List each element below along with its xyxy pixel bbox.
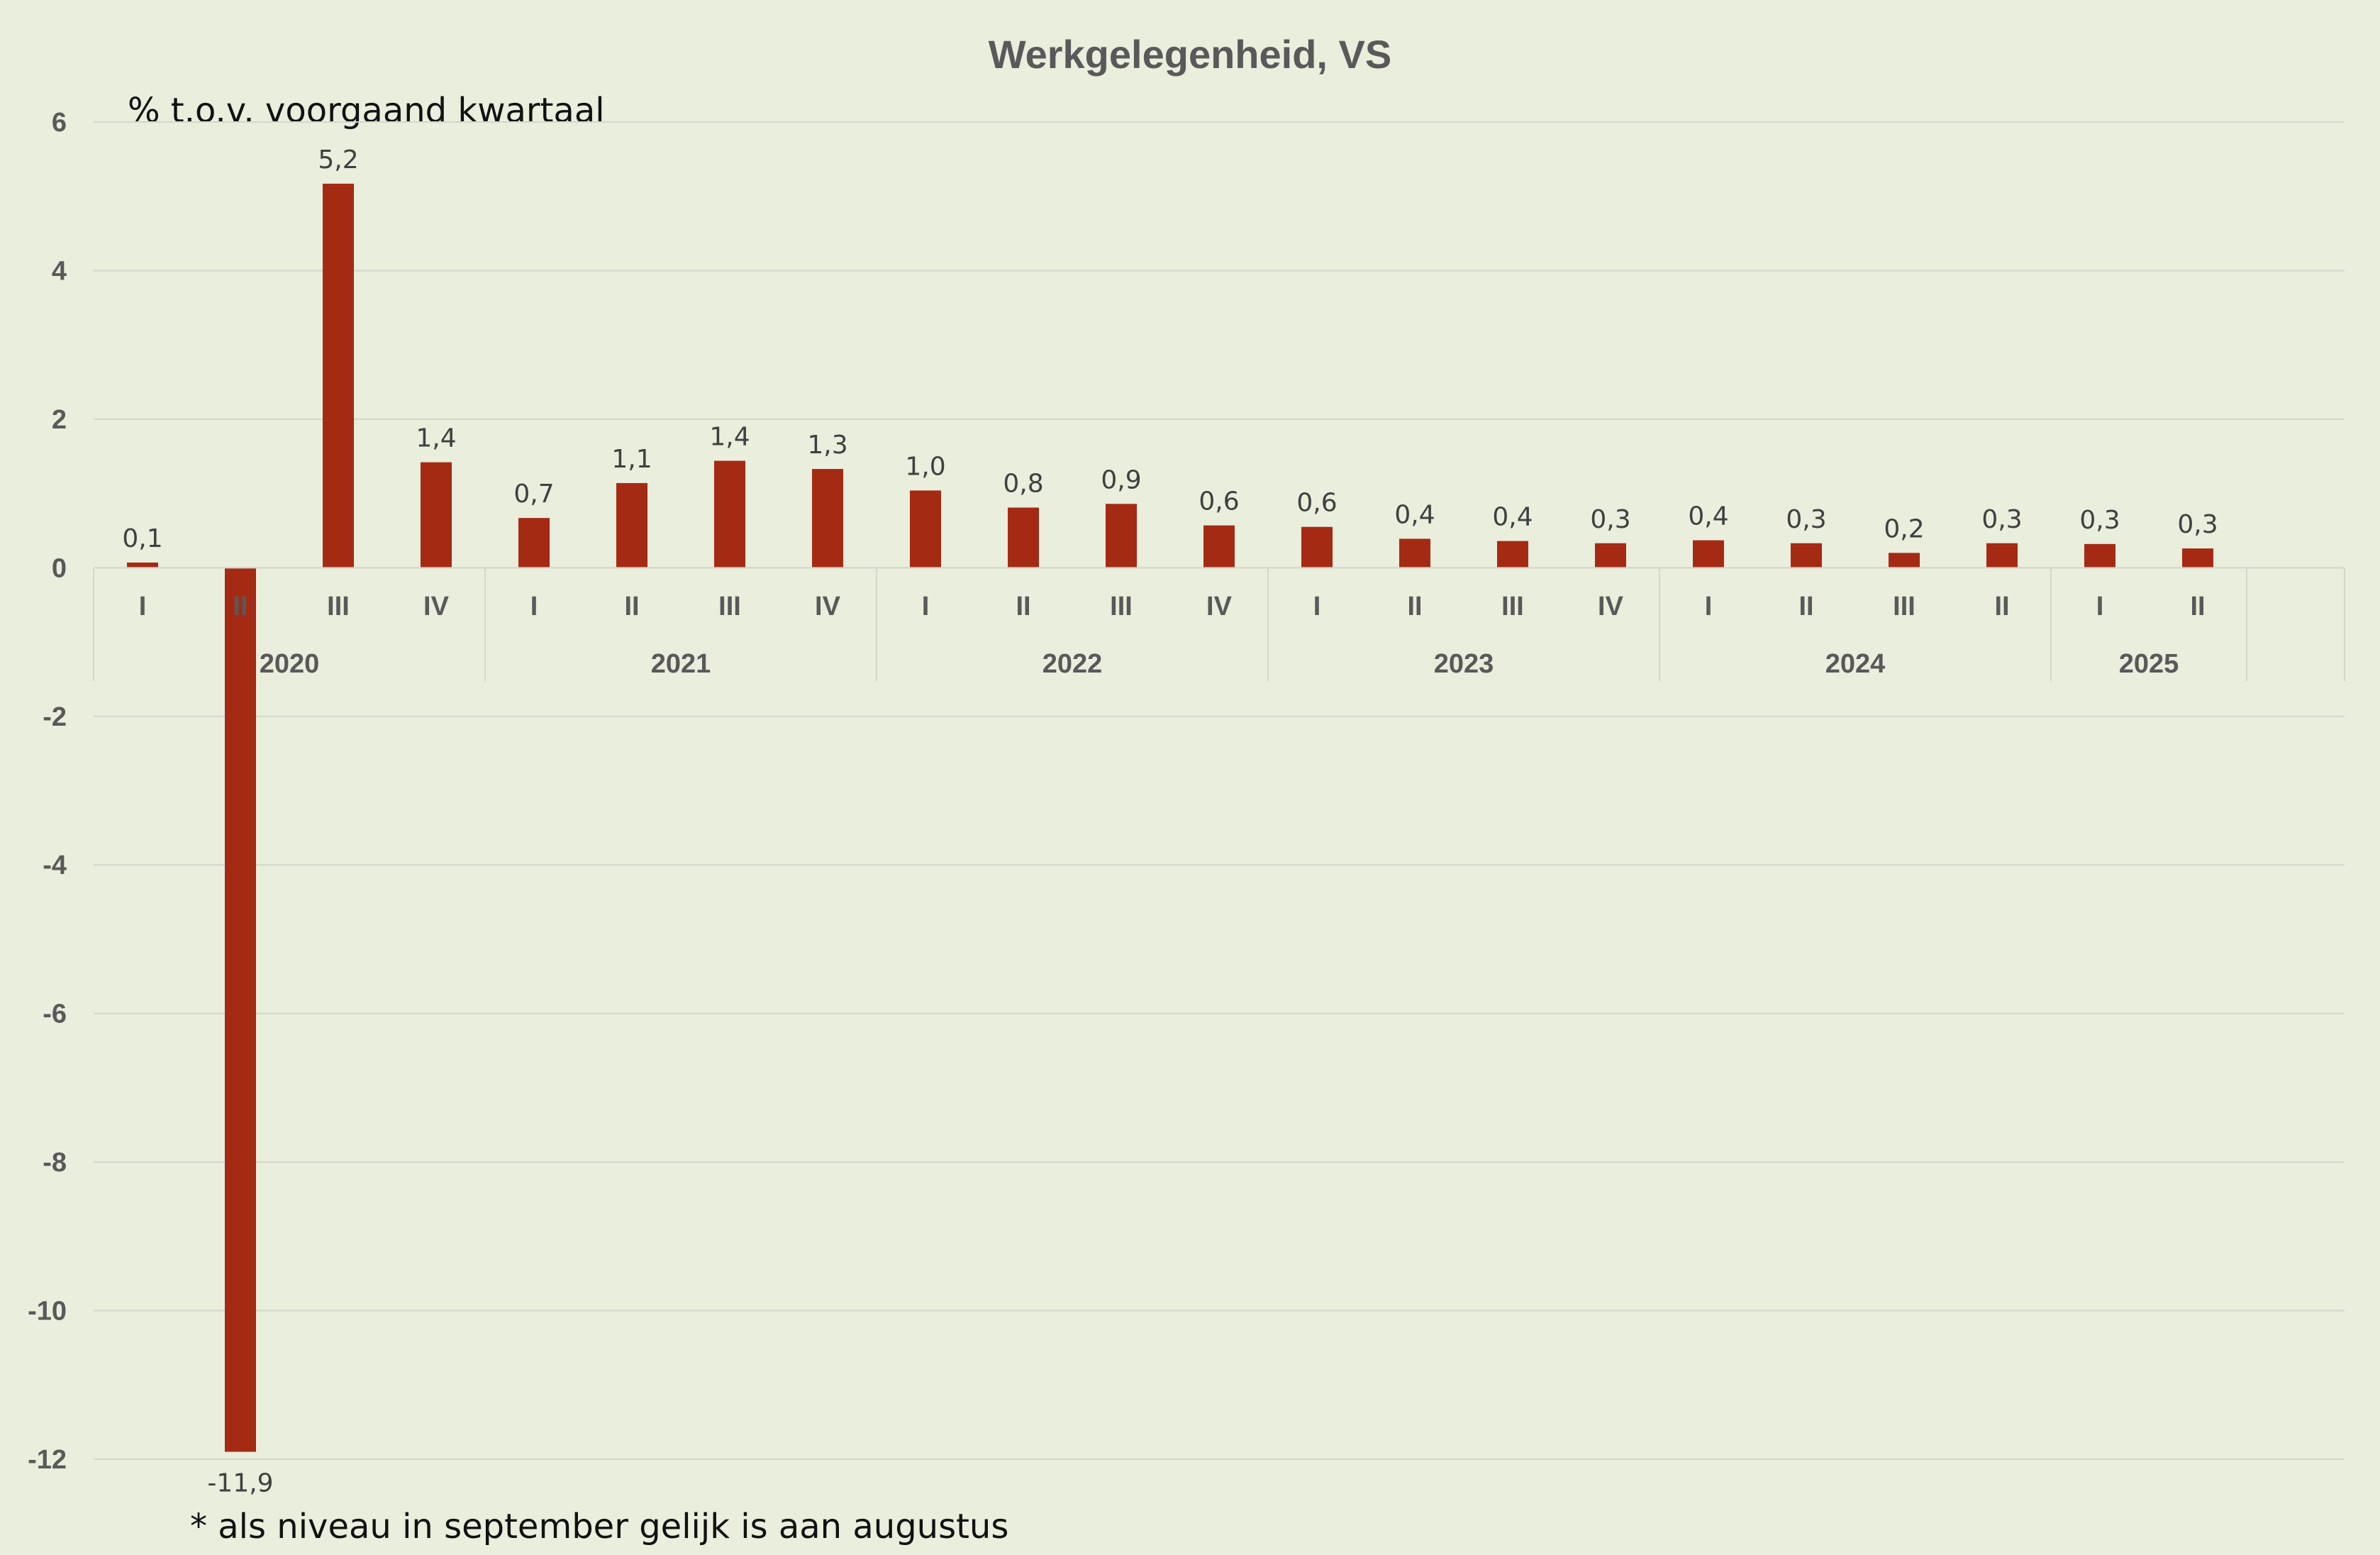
bar bbox=[1889, 553, 1920, 568]
quarter-label: IV bbox=[423, 592, 450, 621]
y-tick-label: 6 bbox=[52, 108, 67, 138]
bar bbox=[323, 183, 354, 568]
year-label: 2023 bbox=[1434, 649, 1494, 679]
y-tick-label: 4 bbox=[52, 256, 67, 286]
quarter-label: III bbox=[1501, 592, 1524, 621]
y-tick-label: -4 bbox=[43, 851, 67, 880]
data-label: 0,6 bbox=[1199, 487, 1239, 516]
quarter-label: II bbox=[1798, 592, 1813, 621]
data-label: 0,4 bbox=[1492, 503, 1533, 532]
bar bbox=[1497, 541, 1528, 568]
chart-title: Werkgelegenheid, VS bbox=[989, 32, 1391, 77]
quarter-label: IV bbox=[1206, 592, 1233, 621]
data-label: 1,4 bbox=[709, 423, 750, 452]
data-label: 0,3 bbox=[2177, 510, 2218, 539]
bar bbox=[1106, 504, 1137, 568]
y-tick-label: 2 bbox=[52, 405, 67, 435]
gridlines bbox=[94, 121, 2345, 1460]
quarter-label: II bbox=[1407, 592, 1422, 621]
data-label: 0,3 bbox=[1981, 505, 2022, 534]
data-label: 1,0 bbox=[905, 452, 945, 481]
y-tick-label: -8 bbox=[43, 1148, 67, 1178]
bar bbox=[2182, 548, 2213, 568]
data-labels: 0,1 -11,9 5,2 1,4 0,7 1,1 1,4 1,3 1,0 0,8 0,9 0,6 0,… bbox=[122, 145, 2218, 1498]
bars bbox=[127, 183, 2213, 1452]
quarter-label: III bbox=[1893, 592, 1915, 621]
quarter-label: I bbox=[922, 592, 930, 621]
quarter-label: II bbox=[2190, 592, 2205, 621]
bar bbox=[812, 469, 843, 568]
year-label: 2022 bbox=[1042, 649, 1103, 679]
data-label: 0,3 bbox=[1590, 505, 1630, 534]
quarter-label: IV bbox=[1598, 592, 1624, 621]
data-label: 0,3 bbox=[1786, 505, 1826, 534]
data-label: 1,3 bbox=[807, 431, 847, 460]
quarter-label: II bbox=[1994, 592, 2009, 621]
y-tick-label: -12 bbox=[28, 1445, 67, 1475]
data-label: 1,4 bbox=[416, 424, 456, 453]
bar bbox=[1203, 525, 1235, 568]
quarter-label: III bbox=[1110, 592, 1133, 621]
bar bbox=[1301, 526, 1333, 568]
bar bbox=[518, 518, 550, 568]
quarter-label: III bbox=[327, 592, 350, 621]
bar bbox=[1595, 543, 1626, 568]
data-label: 0,3 bbox=[2079, 506, 2120, 535]
quarter-label: I bbox=[139, 592, 147, 621]
chart-subtitle: % t.o.v. voorgaand kwartaal bbox=[128, 91, 605, 131]
bar bbox=[616, 482, 647, 568]
quarter-label: III bbox=[718, 592, 741, 621]
quarter-label: II bbox=[233, 592, 248, 621]
data-label: 0,2 bbox=[1884, 514, 1924, 543]
quarter-label: I bbox=[2096, 592, 2104, 621]
quarter-label: IV bbox=[815, 592, 841, 621]
year-label: 2025 bbox=[2119, 649, 2179, 679]
y-tick-label: 0 bbox=[52, 553, 67, 583]
year-label: 2024 bbox=[1825, 649, 1886, 679]
bar bbox=[910, 490, 941, 568]
data-label: 0,8 bbox=[1003, 470, 1043, 499]
year-label: 2020 bbox=[260, 649, 320, 679]
data-label: -11,9 bbox=[207, 1469, 273, 1498]
bar bbox=[714, 460, 745, 568]
year-label: 2021 bbox=[651, 649, 711, 679]
data-label: 5,2 bbox=[318, 145, 358, 175]
bar bbox=[1399, 538, 1430, 568]
y-tick-label: -2 bbox=[43, 702, 67, 732]
data-label: 0,9 bbox=[1101, 465, 1141, 494]
quarter-label: I bbox=[1705, 592, 1713, 621]
quarter-label: I bbox=[530, 592, 538, 621]
quarter-label: II bbox=[624, 592, 639, 621]
bar bbox=[1986, 543, 2018, 568]
quarter-label: II bbox=[1016, 592, 1030, 621]
y-tick-label: -10 bbox=[28, 1297, 67, 1327]
data-label: 0,4 bbox=[1688, 502, 1728, 531]
y-axis-ticks: 6 4 2 0 -2 -4 -6 -8 -10 -12 bbox=[28, 108, 67, 1475]
data-label: 1,1 bbox=[611, 445, 652, 474]
data-label: 0,6 bbox=[1296, 489, 1337, 518]
bar bbox=[1791, 543, 1822, 568]
chart-footnote: * als niveau in september gelijk is aan … bbox=[190, 1507, 1008, 1546]
bar bbox=[225, 568, 256, 1452]
bar bbox=[421, 462, 452, 568]
data-label: 0,4 bbox=[1394, 500, 1435, 529]
data-label: 0,1 bbox=[122, 524, 162, 553]
bar bbox=[1693, 540, 1724, 568]
data-label: 0,7 bbox=[513, 480, 554, 509]
quarter-label: I bbox=[1313, 592, 1321, 621]
bar bbox=[2084, 543, 2115, 568]
y-tick-label: -6 bbox=[43, 1000, 67, 1029]
bar bbox=[1008, 507, 1039, 568]
bar bbox=[127, 563, 158, 568]
